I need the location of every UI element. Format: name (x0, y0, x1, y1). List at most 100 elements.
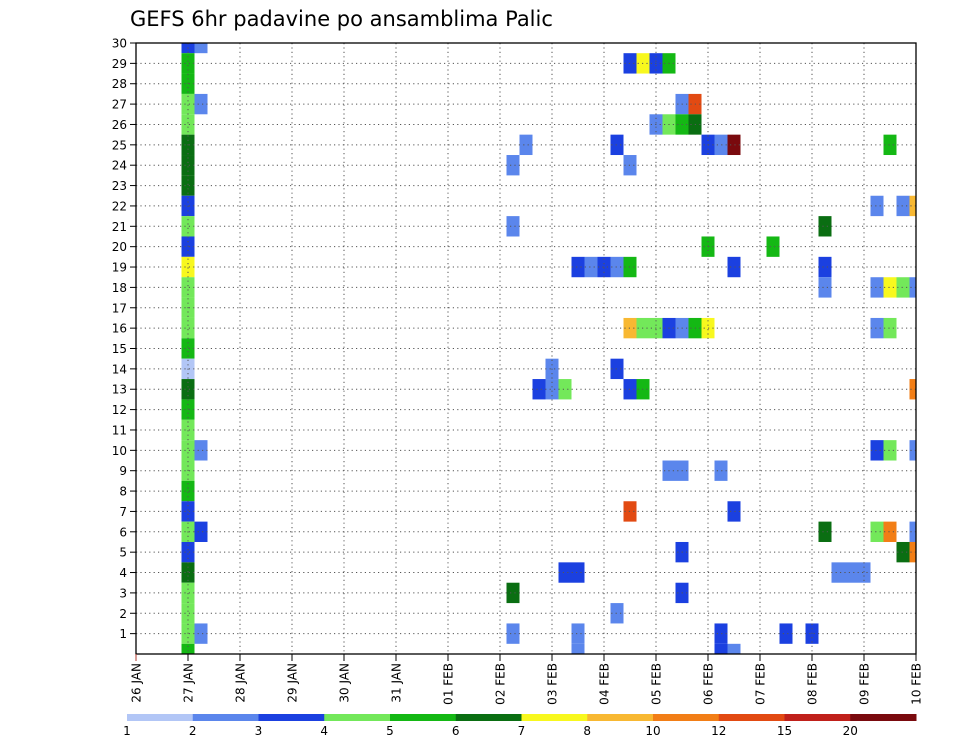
heatmap-cell (181, 562, 195, 583)
heatmap-cell (610, 134, 624, 156)
y-tick-label: 12 (112, 403, 127, 417)
heatmap-cell (181, 643, 195, 654)
colorbar-label: 2 (189, 724, 197, 738)
heatmap-cell (181, 480, 195, 502)
colorbar-label: 4 (320, 724, 328, 738)
heatmap-cell (571, 256, 585, 278)
heatmap-cell (558, 379, 572, 400)
heatmap-cell (181, 399, 195, 420)
x-tick-label: 27 JAN (182, 663, 196, 703)
heatmap-cell (779, 623, 793, 644)
heatmap-cell (844, 562, 858, 583)
x-tick-label: 03 FEB (546, 663, 560, 705)
heatmap-cell (181, 338, 195, 359)
colorbar-label: 10 (645, 724, 660, 738)
colorbar-swatch (127, 714, 194, 721)
x-tick-label: 08 FEB (806, 663, 820, 705)
heatmap-cell (870, 521, 884, 542)
colorbar-swatch (192, 714, 259, 721)
grid-lines (136, 42, 916, 654)
heatmap-cell (181, 236, 195, 257)
heatmap-cell (818, 277, 832, 298)
x-tick-label: 05 FEB (650, 663, 664, 705)
colorbar-swatch (587, 714, 654, 721)
heatmap-cell (727, 501, 741, 522)
heatmap-cell (181, 175, 195, 196)
heatmap-cell (506, 216, 520, 237)
y-tick-label: 8 (119, 485, 127, 499)
y-tick-label: 25 (112, 138, 127, 152)
y-tick-label: 11 (112, 423, 127, 437)
heatmap-cell (883, 521, 897, 542)
y-tick-label: 22 (112, 199, 127, 213)
heatmap-cell (532, 379, 546, 400)
colorbar-label: 3 (255, 724, 263, 738)
heatmap-cell (870, 277, 884, 298)
heatmap-cell (519, 134, 533, 156)
y-tick-label: 27 (112, 98, 127, 112)
colorbar-label: 8 (583, 724, 591, 738)
heatmap-cell (571, 643, 585, 654)
heatmap-cell (194, 93, 208, 115)
y-tick-label: 15 (112, 342, 127, 356)
heatmap-cell (727, 256, 741, 278)
heatmap-cell (909, 195, 916, 217)
y-tick-label: 7 (119, 505, 127, 519)
heatmap-cell (818, 256, 832, 278)
heatmap-cell (610, 358, 624, 380)
y-tick-label: 1 (119, 627, 127, 641)
heatmap-cell (896, 541, 910, 563)
heatmap-cell (571, 623, 585, 644)
heatmap-cell (545, 379, 559, 400)
chart-title: GEFS 6hr padavine po ansamblima Palic (130, 7, 553, 31)
heatmap-cell (181, 541, 195, 563)
x-tick-label: 30 JAN (338, 663, 352, 703)
heatmap-cell (181, 93, 195, 115)
heatmap-cell (558, 562, 572, 583)
colorbar-label: 20 (843, 724, 858, 738)
heatmap-cell (181, 277, 195, 298)
y-tick-label: 5 (119, 546, 127, 560)
heatmap-cell (714, 460, 728, 481)
colorbar-swatch (653, 714, 720, 721)
heatmap-cell (181, 419, 195, 441)
y-tick-label: 21 (112, 220, 127, 234)
heatmap-cell (181, 114, 195, 135)
heatmap-cell (714, 643, 728, 654)
y-tick-label: 10 (112, 444, 127, 458)
colorbar-swatch (455, 714, 522, 721)
colorbar-swatch (390, 714, 457, 721)
y-axis: 1234567891011121314151617181920212223242… (112, 37, 136, 641)
heatmap-cell (831, 562, 845, 583)
heatmap-cell (506, 582, 520, 604)
y-tick-label: 30 (112, 37, 127, 51)
y-tick-label: 23 (112, 179, 127, 193)
heatmap-cell (857, 562, 871, 583)
heatmap-cells (181, 43, 916, 654)
heatmap-cell (181, 256, 195, 278)
heatmap-cell (883, 440, 897, 461)
x-axis: 26 JAN 27 JAN 28 JAN 29 JAN 30 JAN 31 JAN 01 F… (130, 654, 924, 705)
x-tick-label: 01 FEB (442, 663, 456, 705)
heatmap-cell (714, 134, 728, 156)
heatmap-cell (818, 521, 832, 542)
colorbar-swatch (324, 714, 391, 721)
x-tick-label: 09 FEB (858, 663, 872, 705)
y-tick-label: 20 (112, 240, 127, 254)
heatmap-cell (870, 317, 884, 339)
y-tick-label: 24 (112, 159, 127, 173)
x-tick-label: 26 JAN (130, 663, 144, 703)
heatmap-cell (194, 440, 208, 461)
colorbar-swatch (850, 714, 917, 721)
heatmap-cell (896, 195, 910, 217)
x-tick-label: 29 JAN (286, 663, 300, 703)
heatmap-cell (909, 277, 916, 298)
heatmap-cell (870, 440, 884, 461)
heatmap-cell (181, 501, 195, 522)
heatmap-cell (584, 256, 598, 278)
x-tick-label: 10 FEB (910, 663, 924, 705)
heatmap-cell (818, 216, 832, 237)
y-tick-label: 13 (112, 383, 127, 397)
heatmap-cell (870, 195, 884, 217)
